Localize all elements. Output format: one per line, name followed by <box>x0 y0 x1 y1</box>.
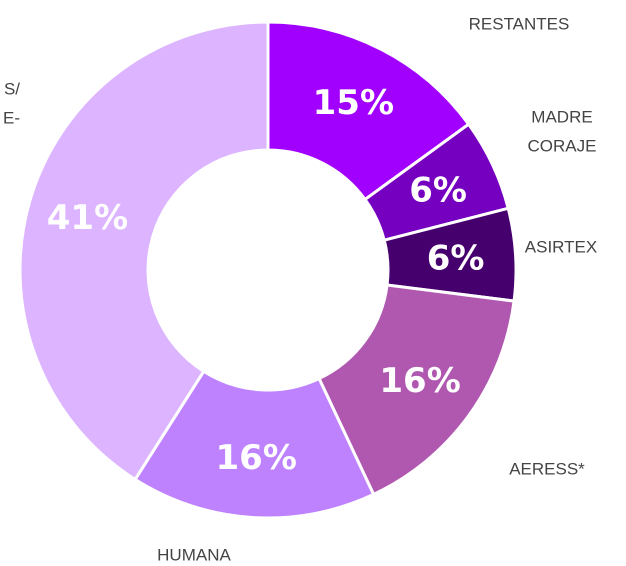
category-label: E- <box>3 108 20 127</box>
category-label: CORAJE <box>528 136 597 155</box>
percent-label: 6% <box>427 239 485 279</box>
category-label: S/ <box>4 79 20 98</box>
category-label: ASIRTEX <box>525 237 597 256</box>
percent-label: 16% <box>216 438 297 478</box>
donut-segment <box>18 20 270 482</box>
category-label: MADRE <box>531 107 592 126</box>
donut-segment <box>317 283 516 497</box>
category-label: RESTANTES <box>469 14 570 33</box>
percent-label: 15% <box>313 83 394 123</box>
percent-label: 41% <box>47 198 128 238</box>
donut-segment <box>133 369 376 520</box>
percent-label: 16% <box>379 361 460 401</box>
category-label: HUMANA <box>157 545 231 564</box>
category-label: AERESS* <box>509 459 585 478</box>
donut-segment <box>266 20 471 202</box>
percent-label: 6% <box>409 170 467 210</box>
